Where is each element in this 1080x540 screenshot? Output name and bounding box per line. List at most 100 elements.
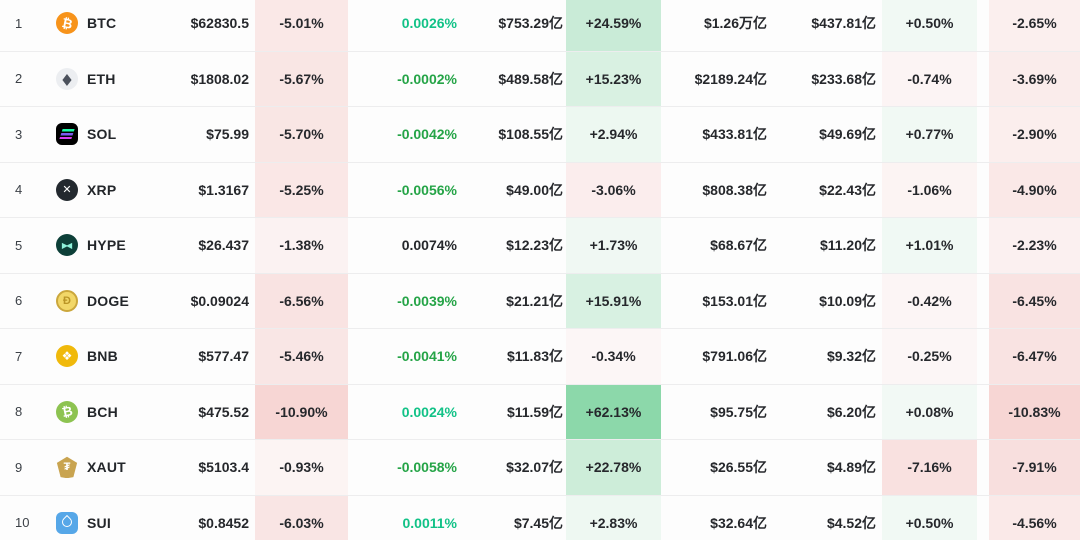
market-cap-cell: $791.06亿: [702, 348, 767, 365]
volume-change-cell: -0.34%: [566, 329, 661, 384]
coin-symbol: SOL: [87, 126, 117, 143]
table-row[interactable]: 5 HYPE $26.437 -1.38% 0.0074% $12.23亿 +1…: [0, 218, 1080, 274]
xaut-icon: [56, 456, 78, 479]
oi-change-cell: -0.42%: [882, 273, 977, 328]
price-cell: $0.8452: [198, 514, 249, 531]
market-cap-cell: $153.01亿: [702, 292, 767, 309]
column-gap: [977, 496, 989, 540]
rank-cell: 4: [15, 182, 23, 198]
coin-symbol: DOGE: [87, 292, 130, 309]
secondary-change-cell: -6.47%: [989, 329, 1080, 384]
funding-rate-cell: -0.0041%: [397, 348, 457, 365]
table-row[interactable]: 3 SOL $75.99 -5.70% -0.0042% $108.55亿 +2…: [0, 107, 1080, 163]
rank-cell: 9: [15, 459, 23, 475]
coin-symbol: ETH: [87, 70, 116, 87]
bch-icon: [56, 400, 78, 423]
coin-cell: BTC: [45, 12, 140, 35]
oi-change-cell: -0.74%: [882, 51, 977, 106]
funding-rate-cell: -0.0056%: [397, 181, 457, 198]
volume-change-cell: +15.23%: [566, 51, 661, 106]
secondary-change-cell: -4.56%: [989, 495, 1080, 540]
volume-cell: $489.58亿: [498, 70, 563, 87]
volume-cell: $753.29亿: [498, 15, 563, 32]
rank-cell: 7: [15, 348, 23, 364]
column-gap: [977, 218, 989, 273]
funding-rate-cell: -0.0039%: [397, 292, 457, 309]
column-gap: [977, 163, 989, 218]
oi-change-cell: +0.50%: [882, 0, 977, 51]
volume-cell: $7.45亿: [513, 514, 563, 531]
funding-rate-cell: 0.0024%: [401, 403, 457, 420]
open-interest-cell: $10.09亿: [819, 292, 876, 309]
coin-cell: BCH: [45, 400, 140, 423]
table-row[interactable]: 8 BCH $475.52 -10.90% 0.0024% $11.59亿 +6…: [0, 384, 1080, 440]
price-change-cell: -5.25%: [255, 162, 348, 217]
oi-change-cell: -0.25%: [882, 329, 977, 384]
rank-cell: 2: [15, 71, 23, 87]
volume-cell: $21.21亿: [506, 292, 563, 309]
coin-symbol: SUI: [87, 514, 111, 531]
column-gap: [977, 440, 989, 495]
open-interest-cell: $6.20亿: [826, 403, 876, 420]
oi-change-cell: -7.16%: [882, 440, 977, 495]
volume-change-cell: +22.78%: [566, 440, 661, 495]
volume-change-cell: +24.59%: [566, 0, 661, 51]
table-row[interactable]: 1 BTC $62830.5 -5.01% 0.0026% $753.29亿 +…: [0, 0, 1080, 52]
bnb-icon: [56, 345, 78, 368]
coin-cell: SOL: [45, 123, 140, 146]
rank-cell: 8: [15, 404, 23, 420]
price-cell: $26.437: [198, 237, 249, 254]
coin-symbol: BCH: [87, 403, 118, 420]
oi-change-cell: +0.50%: [882, 495, 977, 540]
table-row[interactable]: 6 DOGE $0.09024 -6.56% -0.0039% $21.21亿 …: [0, 273, 1080, 329]
price-change-cell: -6.03%: [255, 495, 348, 540]
table-row[interactable]: 2 ETH $1808.02 -5.67% -0.0002% $489.58亿 …: [0, 51, 1080, 107]
secondary-change-cell: -3.69%: [989, 51, 1080, 106]
rank-cell: 3: [15, 126, 23, 142]
open-interest-cell: $4.89亿: [826, 459, 876, 476]
open-interest-cell: $233.68亿: [811, 70, 876, 87]
market-cap-cell: $32.64亿: [710, 514, 767, 531]
secondary-change-cell: -6.45%: [989, 273, 1080, 328]
rank-cell: 6: [15, 293, 23, 309]
market-cap-cell: $68.67亿: [710, 237, 767, 254]
funding-rate-cell: -0.0058%: [397, 459, 457, 476]
column-gap: [977, 274, 989, 329]
volume-change-cell: +15.91%: [566, 273, 661, 328]
oi-change-cell: +0.08%: [882, 384, 977, 439]
volume-change-cell: +1.73%: [566, 218, 661, 273]
column-gap: [977, 52, 989, 107]
doge-icon: [56, 289, 78, 312]
secondary-change-cell: -4.90%: [989, 162, 1080, 217]
column-gap: [977, 329, 989, 384]
coin-cell: BNB: [45, 345, 140, 368]
sui-icon: [56, 511, 78, 534]
price-cell: $1808.02: [190, 70, 249, 87]
volume-cell: $32.07亿: [506, 459, 563, 476]
price-change-cell: -0.93%: [255, 440, 348, 495]
coin-cell: XAUT: [45, 456, 140, 479]
price-change-cell: -5.46%: [255, 329, 348, 384]
coin-cell: XRP: [45, 178, 140, 201]
column-gap: [977, 107, 989, 162]
open-interest-cell: $4.52亿: [826, 514, 876, 531]
table-row[interactable]: 4 XRP $1.3167 -5.25% -0.0056% $49.00亿 -3…: [0, 162, 1080, 218]
hype-icon: [56, 234, 78, 257]
table-row[interactable]: 10 SUI $0.8452 -6.03% 0.0011% $7.45亿 +2.…: [0, 495, 1080, 540]
table-row[interactable]: 9 XAUT $5103.4 -0.93% -0.0058% $32.07亿 +…: [0, 440, 1080, 496]
market-cap-cell: $95.75亿: [710, 403, 767, 420]
price-cell: $75.99: [206, 126, 249, 143]
funding-rate-cell: 0.0074%: [401, 237, 457, 254]
funding-rate-cell: 0.0011%: [402, 514, 458, 531]
open-interest-cell: $11.20亿: [819, 237, 876, 254]
secondary-change-cell: -2.23%: [989, 218, 1080, 273]
volume-cell: $49.00亿: [506, 181, 563, 198]
btc-icon: [56, 12, 78, 35]
price-change-cell: -10.90%: [255, 384, 348, 439]
market-cap-cell: $2189.24亿: [694, 70, 767, 87]
coin-symbol: XAUT: [87, 459, 126, 476]
table-row[interactable]: 7 BNB $577.47 -5.46% -0.0041% $11.83亿 -0…: [0, 329, 1080, 385]
rank-cell: 10: [15, 515, 30, 531]
column-gap: [977, 385, 989, 440]
